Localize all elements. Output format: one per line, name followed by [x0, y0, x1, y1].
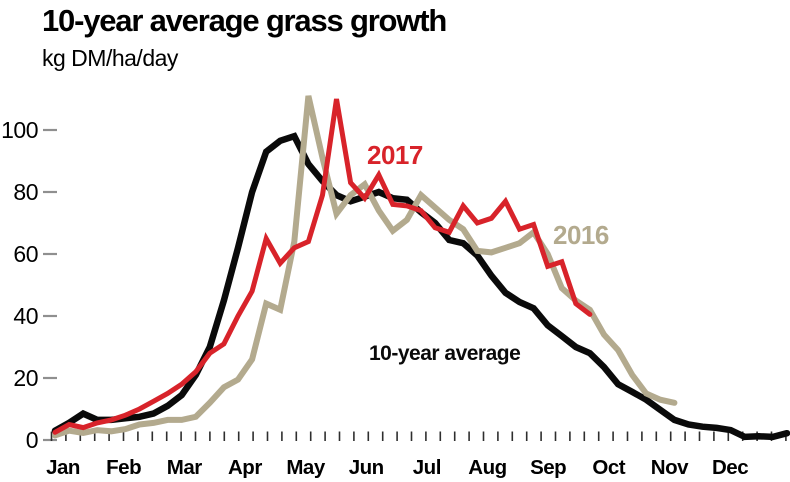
x-axis-month-label: Nov — [651, 456, 689, 479]
x-axis-month-label: Oct — [592, 456, 625, 479]
x-axis-month-label: May — [286, 456, 325, 479]
y-axis-tick-label: 20 — [13, 365, 38, 391]
y-axis-tick-label: 60 — [13, 241, 38, 267]
y-axis-tick-label: 40 — [13, 303, 38, 329]
x-axis-month-label: Feb — [106, 456, 141, 479]
x-axis-month-label: Jul — [413, 456, 441, 479]
y-axis-tick-label: 100 — [1, 117, 38, 143]
x-axis-month-label: Mar — [167, 456, 202, 479]
series-line-10-year-average — [51, 132, 790, 441]
x-axis-month-label: Jan — [46, 456, 80, 479]
y-axis-tick-label: 0 — [26, 427, 38, 453]
series-line-2017 — [52, 98, 593, 435]
series-line-2016 — [52, 95, 678, 439]
series-label-10-year-average: 10-year average — [369, 342, 521, 365]
x-axis-month-label: Dec — [712, 456, 748, 479]
y-axis-unit-label: kg DM/ha/day — [42, 45, 178, 71]
y-axis-tick-label: 80 — [13, 179, 38, 205]
x-axis-month-label: Aug — [468, 456, 506, 479]
x-axis-month-label: Sep — [530, 456, 566, 479]
series-label-2016: 2016 — [553, 220, 609, 250]
x-axis-month-label: Apr — [228, 456, 262, 479]
chart-title: 10-year average grass growth — [42, 3, 447, 38]
series-label-2017: 2017 — [367, 140, 423, 170]
x-axis-month-label: Jun — [349, 456, 384, 479]
